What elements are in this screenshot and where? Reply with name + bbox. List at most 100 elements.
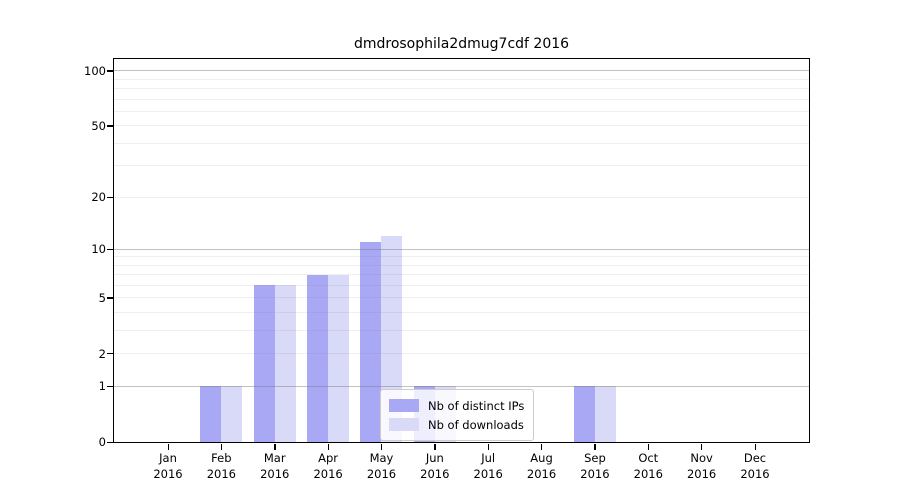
- x-tick-mark: [754, 444, 756, 450]
- y-tick-mark: [107, 297, 113, 299]
- x-tick-mark: [701, 444, 703, 450]
- x-tick-year: 2016: [740, 467, 770, 481]
- bar-downloads-apr: [328, 274, 350, 442]
- legend-label-downloads: Nb of downloads: [428, 417, 524, 432]
- x-tick-mark: [220, 444, 223, 450]
- bar-downloads-mar: [274, 285, 296, 442]
- y-tick-mark: [107, 70, 113, 72]
- gridline-minor: [114, 78, 809, 80]
- y-tick-mark: [107, 125, 113, 127]
- y-tick-label: 0: [98, 435, 106, 449]
- gridline-minor: [114, 165, 809, 167]
- x-tick-mark: [327, 444, 329, 450]
- gridline-minor: [114, 264, 809, 266]
- x-tick-label: Nov 2016: [672, 450, 732, 482]
- x-tick-label: Oct 2016: [618, 450, 678, 482]
- x-tick-mark: [274, 444, 276, 450]
- gridline-minor: [114, 98, 809, 100]
- x-tick-label: Jan 2016: [138, 450, 198, 482]
- gridline-minor: [114, 256, 809, 258]
- x-tick-month: Jun: [425, 451, 444, 465]
- x-tick-month: Feb: [211, 451, 232, 465]
- legend-item-downloads: Nb of downloads: [389, 415, 524, 434]
- x-tick-year: 2016: [260, 467, 290, 481]
- bar-ips-apr: [307, 274, 329, 442]
- y-tick-mark: [107, 441, 113, 443]
- x-tick-mark: [487, 444, 489, 450]
- gridline-minor: [114, 88, 809, 90]
- gridline-minor: [114, 353, 809, 355]
- legend-label-distinct-ips: Nb of distinct IPs: [428, 398, 525, 413]
- x-tick-month: Mar: [263, 451, 286, 465]
- x-tick-mark: [434, 444, 436, 450]
- gridline-minor: [114, 142, 809, 144]
- gridline-minor: [114, 330, 809, 331]
- y-tick-label: 2: [98, 346, 106, 361]
- legend-swatch-distinct-ips: [389, 399, 419, 412]
- y-tick-label: 100: [84, 63, 106, 78]
- bar-downloads-feb: [221, 386, 243, 442]
- y-tick-mark: [107, 353, 113, 355]
- plot-area: Nb of distinct IPs Nb of downloads 0 1 2 5 1…: [84, 58, 810, 481]
- x-tick-month: Nov: [690, 451, 713, 465]
- x-tick-month: Dec: [743, 451, 767, 465]
- y-tick-label: 10: [91, 242, 106, 257]
- y-tick-label: 20: [91, 190, 106, 205]
- bar-ips-mar: [253, 285, 275, 442]
- x-tick-year: 2016: [526, 467, 557, 481]
- y-tick-label: 1: [98, 379, 106, 394]
- x-tick-month: Apr: [318, 451, 339, 465]
- x-tick-label: Mar 2016: [245, 450, 305, 482]
- x-tick-label: Jun 2016: [405, 450, 465, 482]
- y-tick-label: 5: [98, 290, 106, 305]
- x-tick-year: 2016: [206, 467, 236, 481]
- x-tick-mark: [167, 444, 169, 450]
- gridline-minor: [114, 312, 809, 314]
- x-tick-year: 2016: [420, 467, 450, 481]
- bar-ips-feb: [200, 386, 222, 442]
- gridline-minor: [114, 110, 809, 112]
- gridline-major: [114, 70, 809, 72]
- x-tick-label: Feb 2016: [191, 450, 251, 482]
- x-tick-year: 2016: [313, 467, 343, 481]
- x-tick-year: 2016: [366, 467, 397, 481]
- x-tick-label: Sep 2016: [565, 450, 625, 482]
- gridline-minor: [114, 284, 809, 286]
- y-tick-mark: [107, 196, 113, 198]
- x-tick-mark: [594, 444, 596, 450]
- x-tick-month: Jul: [481, 451, 496, 465]
- bar-downloads-sep: [594, 386, 616, 442]
- legend-swatch-downloads: [389, 418, 419, 431]
- gridline-minor: [114, 125, 809, 127]
- x-tick-year: 2016: [153, 467, 183, 481]
- x-tick-year: 2016: [633, 467, 663, 481]
- gridline-minor: [114, 297, 809, 299]
- x-tick-mark: [541, 444, 543, 450]
- gridline-minor: [114, 274, 809, 276]
- x-tick-month: May: [369, 451, 394, 465]
- x-tick-year: 2016: [473, 467, 503, 481]
- x-tick-year: 2016: [580, 467, 610, 481]
- x-tick-label: Apr 2016: [298, 450, 358, 482]
- gridline-minor: [114, 196, 809, 198]
- x-tick-month: Jan: [159, 451, 177, 465]
- gridline-major: [114, 248, 809, 250]
- x-tick-mark: [647, 444, 650, 450]
- legend-item-distinct-ips: Nb of distinct IPs: [389, 396, 524, 415]
- x-tick-mark: [380, 444, 383, 450]
- x-tick-label: Jul 2016: [458, 450, 518, 482]
- chart-title: dmdrosophila2dmug7cdf 2016: [353, 36, 570, 52]
- x-tick-month: Aug: [530, 451, 553, 465]
- legend: Nb of distinct IPs Nb of downloads: [380, 389, 535, 441]
- y-tick-label: 50: [91, 118, 106, 133]
- x-tick-month: Oct: [638, 451, 659, 465]
- y-tick-mark: [107, 248, 113, 250]
- bar-ips-may: [360, 242, 382, 442]
- x-tick-label: Aug 2016: [512, 450, 572, 482]
- x-tick-label: May 2016: [351, 450, 411, 482]
- y-tick-mark: [107, 385, 113, 388]
- x-tick-year: 2016: [686, 467, 717, 481]
- x-tick-label: Dec 2016: [725, 450, 785, 482]
- bar-ips-sep: [573, 386, 595, 442]
